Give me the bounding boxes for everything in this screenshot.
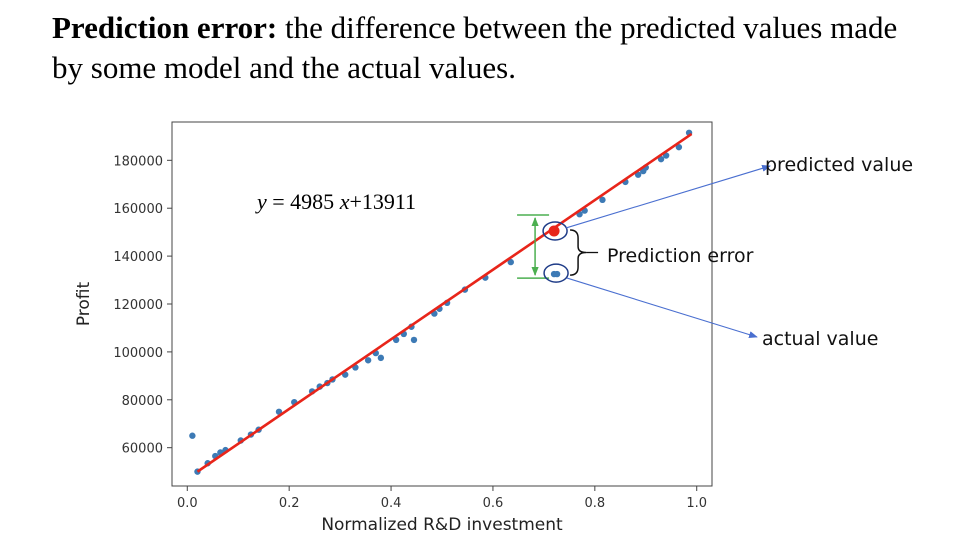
predicted-circle — [542, 221, 568, 241]
equation-x: x — [339, 189, 350, 214]
data-point — [599, 196, 606, 204]
data-point — [675, 143, 683, 151]
y-tick-label: 80000 — [122, 394, 163, 409]
x-tick-label: 0.0 — [177, 496, 198, 511]
equation-y: y — [255, 189, 267, 214]
predicted-arrow — [565, 164, 771, 229]
data-point — [189, 432, 196, 439]
x-tick-label: 1.0 — [686, 496, 707, 511]
x-tick-label: 0.2 — [279, 496, 300, 511]
actual-circle — [543, 263, 569, 283]
data-point — [410, 336, 418, 344]
y-tick-label: 180000 — [113, 154, 163, 169]
equation-mid: = 4985 — [267, 189, 340, 214]
actual-value-label: actual value — [762, 328, 878, 350]
actual-point — [553, 270, 561, 278]
x-tick-label: 0.8 — [584, 496, 605, 511]
x-tick-label: 0.6 — [483, 496, 504, 511]
highlight-group — [517, 164, 771, 339]
y-tick-label: 100000 — [113, 346, 163, 361]
data-point — [377, 354, 385, 362]
x-axis-label: Normalized R&D investment — [321, 515, 563, 535]
equation-tail: +13911 — [349, 189, 416, 214]
regression-line — [196, 132, 693, 473]
x-axis-ticks: 0.0 0.2 0.4 0.6 0.8 1.0 — [177, 486, 707, 511]
predicted-value-label: predicted value — [765, 154, 913, 176]
headline-definition: the difference between the predicted val… — [52, 10, 898, 85]
y-axis-ticks: 60000 80000 100000 120000 140000 160000 180000 — [113, 154, 172, 457]
headline: Prediction error: the difference between… — [52, 8, 932, 88]
headline-term: Prediction error: — [52, 10, 278, 45]
actual-arrow — [566, 277, 758, 339]
prediction-error-label: Prediction error — [607, 245, 754, 267]
data-point — [364, 357, 372, 364]
y-tick-label: 140000 — [113, 250, 163, 265]
data-point — [507, 258, 514, 266]
predicted-point — [548, 225, 560, 237]
y-tick-label: 120000 — [113, 298, 163, 313]
regression-equation: y = 4985 x+13911 — [255, 189, 416, 214]
y-axis-label: Profit — [74, 281, 94, 326]
x-tick-label: 0.4 — [381, 496, 402, 511]
y-tick-label: 60000 — [122, 442, 163, 457]
y-tick-label: 160000 — [113, 202, 163, 217]
